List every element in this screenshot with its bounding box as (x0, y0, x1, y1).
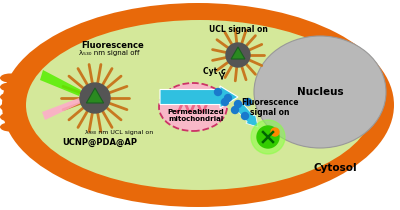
Ellipse shape (0, 102, 20, 112)
Ellipse shape (0, 122, 20, 131)
Polygon shape (86, 88, 104, 103)
FancyArrow shape (235, 102, 258, 127)
Circle shape (251, 120, 285, 154)
Polygon shape (231, 47, 245, 59)
Text: Cyt: Cyt (203, 67, 220, 76)
Text: λ₉₈₀ nm UCL signal on: λ₉₈₀ nm UCL signal on (85, 130, 153, 135)
Text: c: c (221, 67, 226, 76)
Circle shape (226, 43, 250, 67)
Ellipse shape (0, 83, 20, 92)
Ellipse shape (0, 113, 20, 122)
Ellipse shape (159, 83, 227, 131)
Text: Permeabilized
mitochondrial: Permeabilized mitochondrial (168, 109, 224, 122)
Circle shape (224, 94, 232, 101)
Ellipse shape (26, 20, 374, 190)
Circle shape (242, 113, 248, 119)
FancyArrow shape (160, 86, 238, 108)
Polygon shape (42, 98, 81, 120)
Ellipse shape (0, 74, 20, 83)
Circle shape (222, 98, 228, 105)
Circle shape (257, 126, 279, 148)
Text: UCNP@PDA@AP: UCNP@PDA@AP (62, 138, 138, 147)
Text: UCL signal on: UCL signal on (208, 25, 268, 34)
Text: Cytosol: Cytosol (313, 163, 357, 173)
Circle shape (80, 83, 110, 113)
Text: λ₅₃₀ nm signal off: λ₅₃₀ nm signal off (79, 50, 139, 56)
Text: Fluorescence: Fluorescence (82, 41, 144, 50)
Polygon shape (40, 70, 81, 96)
Ellipse shape (254, 36, 386, 148)
Circle shape (244, 98, 252, 105)
Circle shape (232, 106, 238, 113)
Text: Fluorescence
signal on: Fluorescence signal on (241, 98, 299, 117)
Circle shape (214, 88, 222, 96)
Text: Nucleus: Nucleus (297, 87, 343, 97)
Circle shape (271, 128, 279, 136)
Ellipse shape (2, 3, 394, 207)
Circle shape (234, 101, 242, 108)
Ellipse shape (0, 92, 20, 101)
